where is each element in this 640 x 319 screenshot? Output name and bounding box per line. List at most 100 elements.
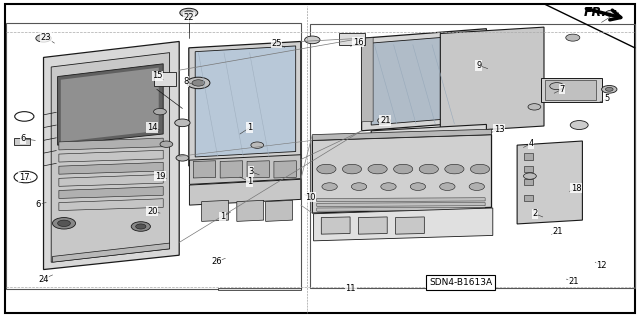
Text: 9: 9 <box>476 61 481 70</box>
Text: 23: 23 <box>41 33 51 42</box>
Circle shape <box>305 36 320 44</box>
Text: 10: 10 <box>305 193 316 202</box>
Circle shape <box>402 154 417 162</box>
Text: 13: 13 <box>494 125 504 134</box>
Bar <box>524 166 533 172</box>
Text: 3: 3 <box>248 167 253 176</box>
Circle shape <box>36 34 51 42</box>
Circle shape <box>184 11 193 15</box>
Polygon shape <box>317 203 485 206</box>
Polygon shape <box>51 53 170 262</box>
Circle shape <box>440 183 455 190</box>
Text: 1: 1 <box>220 212 225 221</box>
Text: FR.: FR. <box>584 6 607 19</box>
Text: 22: 22 <box>184 13 194 22</box>
Polygon shape <box>317 198 485 202</box>
Polygon shape <box>59 150 163 162</box>
Polygon shape <box>59 138 163 150</box>
Polygon shape <box>396 217 424 234</box>
Circle shape <box>368 164 387 174</box>
Circle shape <box>381 183 396 190</box>
Text: 4: 4 <box>529 139 534 148</box>
Polygon shape <box>220 161 243 178</box>
Circle shape <box>570 121 588 130</box>
Polygon shape <box>312 129 492 140</box>
Polygon shape <box>189 155 301 184</box>
Bar <box>218 288 301 290</box>
Polygon shape <box>274 161 296 178</box>
Polygon shape <box>58 64 163 145</box>
Circle shape <box>342 164 362 174</box>
Polygon shape <box>358 217 387 234</box>
Polygon shape <box>371 124 486 201</box>
Polygon shape <box>189 41 301 166</box>
Text: 21: 21 <box>568 277 579 286</box>
Circle shape <box>322 183 337 190</box>
Polygon shape <box>266 200 292 221</box>
Text: 12: 12 <box>596 261 607 270</box>
Circle shape <box>605 10 618 17</box>
Text: 16: 16 <box>353 38 364 47</box>
Polygon shape <box>61 68 159 142</box>
Circle shape <box>528 104 541 110</box>
Text: 25: 25 <box>271 39 282 48</box>
Text: 21: 21 <box>553 227 563 236</box>
Text: 20: 20 <box>147 207 157 216</box>
Text: 15: 15 <box>152 71 163 80</box>
Text: 5: 5 <box>604 94 609 103</box>
Circle shape <box>550 83 564 90</box>
Polygon shape <box>362 38 373 122</box>
Circle shape <box>175 119 190 127</box>
Polygon shape <box>59 174 163 186</box>
Circle shape <box>154 108 166 115</box>
Text: 2: 2 <box>532 209 538 218</box>
Circle shape <box>251 142 264 148</box>
Text: 1: 1 <box>247 123 252 132</box>
Polygon shape <box>440 27 544 132</box>
Circle shape <box>187 77 210 89</box>
Circle shape <box>524 173 536 179</box>
Text: 6: 6 <box>20 134 26 143</box>
Circle shape <box>131 222 150 231</box>
Text: 24: 24 <box>38 275 49 284</box>
Text: 11: 11 <box>346 284 356 293</box>
Polygon shape <box>486 38 498 122</box>
Text: 17: 17 <box>19 173 29 182</box>
Text: 14: 14 <box>147 123 157 132</box>
Circle shape <box>351 183 367 190</box>
Bar <box>541 78 602 102</box>
Polygon shape <box>312 135 492 213</box>
Polygon shape <box>59 199 163 211</box>
Bar <box>14 138 30 145</box>
Text: 6: 6 <box>36 200 41 209</box>
Circle shape <box>421 165 436 173</box>
Circle shape <box>160 141 173 147</box>
Circle shape <box>410 183 426 190</box>
Polygon shape <box>321 217 350 234</box>
Circle shape <box>605 87 613 91</box>
Circle shape <box>421 143 436 151</box>
Circle shape <box>58 220 70 226</box>
Polygon shape <box>371 34 479 125</box>
Polygon shape <box>362 29 486 131</box>
Text: 26: 26 <box>211 257 221 266</box>
Polygon shape <box>59 187 163 198</box>
Polygon shape <box>314 208 493 241</box>
Bar <box>339 33 365 45</box>
Polygon shape <box>202 200 228 221</box>
Circle shape <box>602 85 617 93</box>
Polygon shape <box>195 46 296 157</box>
Bar <box>545 80 596 100</box>
Circle shape <box>445 164 464 174</box>
Circle shape <box>317 164 336 174</box>
Bar <box>524 195 533 201</box>
Circle shape <box>136 224 146 229</box>
Circle shape <box>378 117 390 124</box>
Text: SDN4-B1613A: SDN4-B1613A <box>429 278 492 287</box>
Circle shape <box>566 34 580 41</box>
Text: 21: 21 <box>380 116 390 125</box>
Circle shape <box>469 183 484 190</box>
Circle shape <box>419 164 438 174</box>
Bar <box>524 153 533 160</box>
Polygon shape <box>189 179 301 205</box>
